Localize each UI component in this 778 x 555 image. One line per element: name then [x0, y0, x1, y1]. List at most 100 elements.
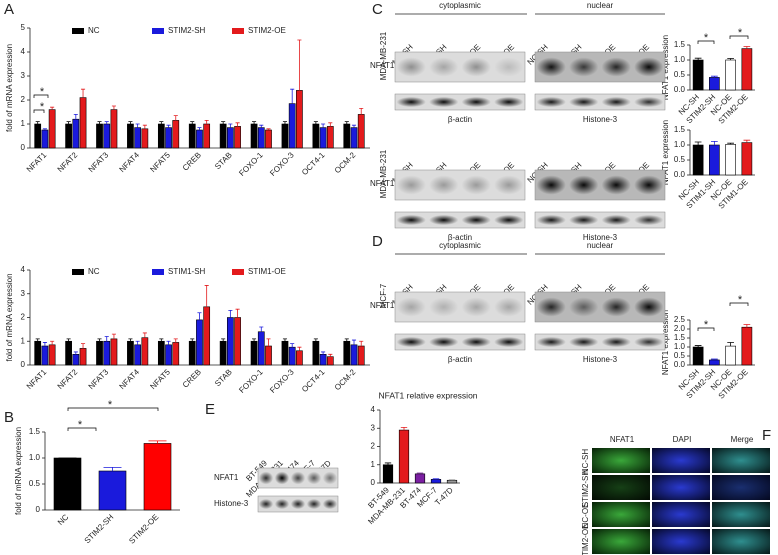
y-tick-label: 2 [21, 95, 26, 104]
blot-band [569, 175, 599, 195]
blot-band [322, 471, 338, 485]
significance-bracket [697, 327, 715, 331]
error-bar [104, 121, 109, 124]
bar [127, 340, 134, 366]
y-axis-label: fold of mRNA expression [14, 427, 23, 515]
blot-band [634, 175, 664, 195]
x-tick-label: STIM2-OE [127, 513, 160, 546]
bar [398, 429, 410, 484]
error-bar [103, 466, 122, 471]
error-bar [111, 105, 116, 110]
y-tick-label: 2 [21, 313, 26, 322]
bar [350, 344, 358, 366]
legend-swatch [72, 28, 84, 34]
bar [48, 344, 56, 366]
micrograph [652, 529, 710, 554]
bar [709, 144, 720, 176]
bar [296, 350, 303, 366]
column-header: NFAT1 [610, 435, 635, 444]
legend-swatch [232, 269, 244, 275]
error-bar [197, 127, 202, 130]
blot-band [396, 96, 426, 108]
x-tick-label: NFAT5 [148, 150, 172, 174]
blot-strip [534, 93, 666, 111]
bar [343, 340, 351, 366]
bar [257, 127, 265, 149]
blot-band [569, 336, 599, 348]
y-tick-label: 4 [21, 265, 26, 274]
micrograph [712, 502, 770, 527]
error-bar [221, 338, 226, 342]
error-bar [128, 121, 133, 124]
error-bar [221, 121, 226, 124]
bar [53, 457, 82, 511]
blot-band [536, 336, 566, 348]
blot-band [494, 297, 524, 317]
micrograph [592, 502, 650, 527]
y-tick-label: 0.5 [674, 155, 686, 164]
error-bar [328, 353, 333, 357]
x-tick-label: OCT4-1 [300, 150, 327, 177]
bar [741, 326, 753, 366]
blot-band [536, 57, 566, 77]
row-label: NC-OE [581, 503, 590, 529]
error-bar [321, 351, 326, 355]
error-bar [694, 345, 702, 347]
y-axis-label: NFAT1 expression [661, 120, 670, 185]
blot-band [429, 336, 459, 348]
bar [725, 59, 736, 91]
y-tick-label: 3 [21, 289, 26, 298]
y-tick-label: 0 [36, 505, 41, 514]
bar [34, 123, 42, 149]
bar [250, 123, 258, 149]
error-bar [711, 75, 718, 78]
blot-strip [394, 93, 526, 111]
error-bar [259, 326, 264, 332]
blot-band [634, 57, 664, 77]
micrograph [592, 448, 650, 473]
bar [79, 97, 87, 149]
bar [296, 90, 303, 149]
blot-band [396, 214, 426, 226]
blot-strip [394, 333, 526, 351]
loading-label: Histone-3 [583, 233, 618, 242]
error-bar [42, 128, 47, 130]
bar [219, 340, 227, 366]
error-bar [359, 340, 364, 346]
bar [134, 127, 142, 149]
blot-band [429, 175, 459, 195]
loading-label: β-actin [448, 115, 472, 124]
micrograph [652, 448, 710, 473]
error-bar [328, 122, 333, 127]
y-tick-label: 4 [371, 405, 376, 414]
x-tick-label: NFAT1 [25, 367, 49, 391]
error-bar [416, 472, 424, 474]
significance-bracket [67, 427, 97, 431]
error-bar [313, 338, 318, 342]
error-bar [135, 340, 140, 345]
bar [227, 317, 234, 366]
error-bar [313, 121, 318, 124]
bar [288, 103, 296, 149]
x-tick-label: OCT4-1 [300, 367, 327, 394]
y-tick-label: 2.5 [674, 315, 686, 324]
error-bar [50, 106, 55, 110]
blot-band [536, 214, 566, 226]
significance-star: * [108, 399, 113, 411]
bar [65, 340, 72, 366]
micrograph [592, 529, 650, 554]
x-tick-label: OCM-2 [333, 367, 358, 392]
blot-band [601, 96, 631, 108]
error-bar [50, 340, 55, 345]
blot-band [306, 498, 322, 510]
y-tick-label: 1.0 [674, 55, 686, 64]
error-bar [159, 121, 164, 124]
panel-letter: B [4, 409, 14, 426]
error-bar [321, 123, 326, 128]
x-tick-label: NFAT2 [56, 367, 80, 391]
blot-band [429, 96, 459, 108]
bar [98, 470, 127, 511]
error-bar [166, 340, 171, 345]
panel-letter: D [372, 233, 383, 250]
cell-line-label: MDA-MB-231 [379, 149, 388, 198]
